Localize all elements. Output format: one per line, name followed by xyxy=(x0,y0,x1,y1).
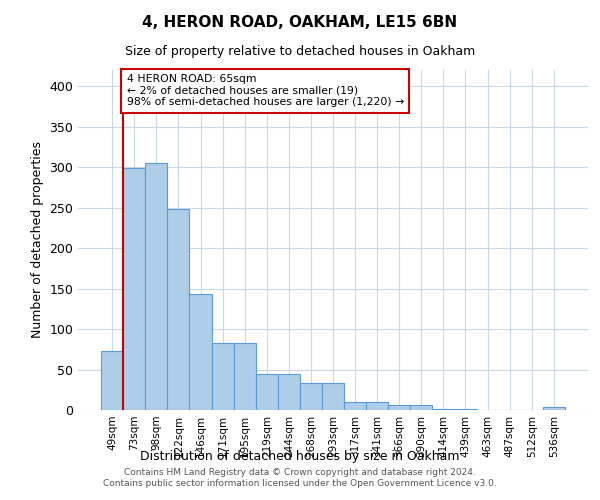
Bar xyxy=(366,402,388,410)
Text: 4, HERON ROAD, OAKHAM, LE15 6BN: 4, HERON ROAD, OAKHAM, LE15 6BN xyxy=(142,15,458,30)
Text: Distribution of detached houses by size in Oakham: Distribution of detached houses by size … xyxy=(140,450,460,463)
Bar xyxy=(433,409,454,410)
Bar xyxy=(543,407,565,410)
Text: Contains HM Land Registry data © Crown copyright and database right 2024.
Contai: Contains HM Land Registry data © Crown c… xyxy=(103,468,497,487)
Bar xyxy=(145,163,167,410)
Y-axis label: Number of detached properties: Number of detached properties xyxy=(31,142,44,338)
Bar xyxy=(212,343,233,410)
Bar xyxy=(300,384,322,410)
Text: Size of property relative to detached houses in Oakham: Size of property relative to detached ho… xyxy=(125,45,475,58)
Bar xyxy=(322,384,344,410)
Bar xyxy=(167,209,190,410)
Bar xyxy=(410,405,433,410)
Text: 4 HERON ROAD: 65sqm
← 2% of detached houses are smaller (19)
98% of semi-detache: 4 HERON ROAD: 65sqm ← 2% of detached hou… xyxy=(127,74,404,107)
Bar xyxy=(190,294,212,410)
Bar xyxy=(233,343,256,410)
Bar xyxy=(123,168,145,410)
Bar xyxy=(344,402,366,410)
Bar xyxy=(101,351,123,410)
Bar xyxy=(454,409,476,410)
Bar xyxy=(256,374,278,410)
Bar xyxy=(388,405,410,410)
Bar xyxy=(278,374,300,410)
